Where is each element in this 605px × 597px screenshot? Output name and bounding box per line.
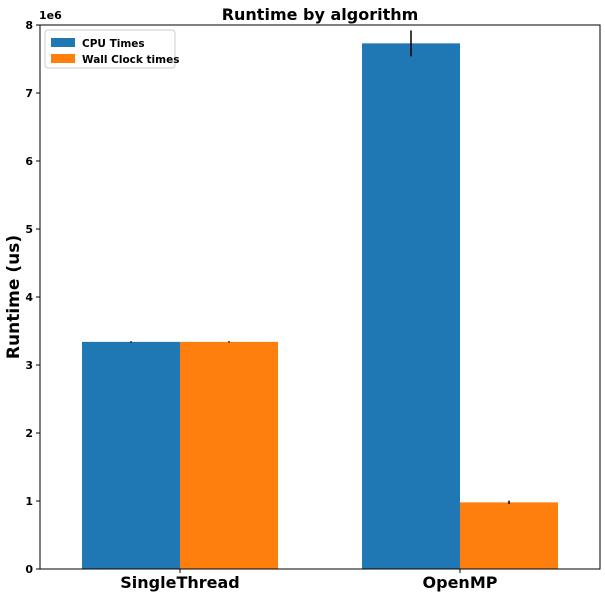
y-tick-label: 8 — [25, 19, 33, 32]
y-axis-ticks: 0 1 2 3 4 5 6 7 8 — [25, 19, 40, 576]
y-axis-label: Runtime (us) — [4, 235, 24, 359]
chart-title: Runtime by algorithm — [222, 5, 419, 24]
legend-swatch — [51, 54, 75, 63]
bars-group — [82, 43, 558, 570]
x-axis-ticks: SingleThread OpenMP — [120, 569, 498, 592]
y-tick-label: 4 — [25, 291, 33, 304]
x-tick-label: SingleThread — [120, 573, 239, 592]
plot-frame — [39, 24, 601, 570]
legend-label: Wall Clock times — [82, 54, 179, 66]
legend-box — [44, 29, 176, 69]
errorbars-group — [130, 30, 510, 505]
bar-cpu-times-openmp — [362, 43, 460, 570]
bar-wall-clock-times-openmp — [460, 502, 558, 569]
y-tick-label: 1 — [25, 495, 33, 508]
legend: CPU Times Wall Clock times — [44, 29, 179, 69]
x-tick-label: OpenMP — [423, 573, 498, 592]
bar-cpu-times-singlethread — [82, 341, 180, 569]
y-tick-label: 2 — [25, 427, 33, 440]
legend-label: CPU Times — [82, 38, 145, 50]
y-tick-label: 7 — [25, 87, 33, 100]
y-tick-label: 6 — [25, 155, 33, 168]
y-tick-label: 0 — [25, 563, 33, 576]
legend-swatch — [51, 38, 75, 47]
y-scale-label: 1e6 — [39, 9, 62, 22]
y-tick-label: 3 — [25, 359, 33, 372]
bar-wall-clock-times-singlethread — [180, 341, 278, 569]
y-tick-label: 5 — [25, 223, 33, 236]
